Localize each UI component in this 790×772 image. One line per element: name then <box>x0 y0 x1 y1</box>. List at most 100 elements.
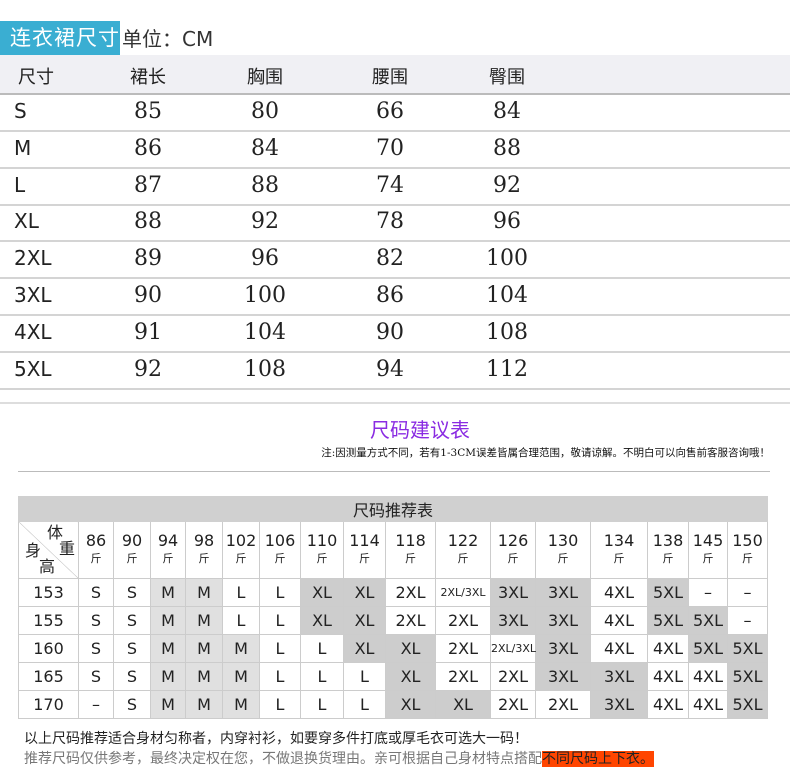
footer-highlight: 不同尺码上下衣。 <box>542 751 654 767</box>
size-label: L <box>14 172 26 197</box>
column-header: 胸围 <box>247 67 283 88</box>
size-cell: 2XL <box>490 662 536 691</box>
measurement-cell: 78 <box>376 209 404 235</box>
size-cell: L <box>259 634 301 663</box>
measurement-cell: 88 <box>251 172 279 198</box>
size-cell: 2XL <box>435 634 491 663</box>
measurement-cell: 84 <box>493 99 521 124</box>
measurement-cell: 66 <box>376 99 404 124</box>
size-cell: L <box>259 662 301 691</box>
table-row: 153 S S M M L L XL XL 2XL 2XL/3XL 3XL 3XL 4XL 5XL – – <box>18 578 768 607</box>
weight-header: 130 斤 <box>535 521 591 579</box>
weight-header: 118 斤 <box>385 521 436 579</box>
size-cell: 4XL <box>688 690 728 719</box>
measurement-cell: 100 <box>244 283 286 308</box>
size-cell: L <box>222 606 260 635</box>
corner-label: 身 <box>25 541 42 560</box>
column-header: 腰围 <box>372 67 408 88</box>
size-cell: 4XL <box>590 578 648 607</box>
size-label: S <box>14 99 27 123</box>
size-cell: 3XL <box>590 662 648 691</box>
size-cell: M <box>150 690 186 719</box>
size-cell: M <box>222 634 260 663</box>
measurement-cell: 86 <box>376 283 404 308</box>
size-cell: – <box>688 578 728 607</box>
corner-label: 体 <box>47 523 64 542</box>
size-cell: 3XL <box>535 578 591 607</box>
table-row: 165 S S M M M L L L XL 2XL 2XL 3XL 3XL 4XL 4XL 5XL <box>18 662 768 691</box>
size-cell: – <box>78 690 114 719</box>
corner-label: 重 <box>59 539 76 558</box>
weight-header: 98 斤 <box>185 521 223 579</box>
size-cell: XL <box>385 662 436 691</box>
table-row: 4XL 91 104 90 108 <box>0 316 790 353</box>
size-cell: M <box>185 606 223 635</box>
size-cell: 5XL <box>688 606 728 635</box>
size-label: XL <box>14 209 39 234</box>
size-cell: M <box>185 634 223 663</box>
size-cell: XL <box>300 578 344 607</box>
size-cell: 4XL <box>590 634 648 663</box>
size-cell: 5XL <box>647 578 689 607</box>
size-cell: M <box>150 634 186 663</box>
measurement-cell: 80 <box>251 99 279 124</box>
table-row: XL 88 92 78 96 <box>0 205 790 243</box>
weight-header: 110 斤 <box>300 521 344 579</box>
size-cell: S <box>113 634 151 663</box>
size-cell: M <box>150 662 186 691</box>
weight-header: 102 斤 <box>222 521 260 579</box>
size-cell: 5XL <box>727 690 768 719</box>
size-cell: 3XL <box>490 606 536 635</box>
footer-line-2: 推荐尺码仅供参考，最终决定权在您，不做退换货理由。亲可根据自己身材特点搭配不同尺… <box>24 748 654 768</box>
measurement-cell: 88 <box>134 209 162 235</box>
height-cell: 153 <box>18 578 79 607</box>
size-cell: M <box>150 578 186 607</box>
size-cell: M <box>185 690 223 719</box>
height-cell: 170 <box>18 690 79 719</box>
weight-header: 150 斤 <box>727 521 768 579</box>
size-cell: S <box>113 606 151 635</box>
size-cell: S <box>113 662 151 691</box>
size-cell: 5XL <box>727 662 768 691</box>
column-header: 尺寸 <box>18 67 54 88</box>
size-cell: 2XL/3XL <box>435 578 491 607</box>
measurement-cell: 90 <box>134 283 162 308</box>
size-cell: 2XL <box>435 606 491 635</box>
measurement-cell: 108 <box>244 356 286 382</box>
divider <box>18 471 770 472</box>
size-cell: L <box>259 578 301 607</box>
measurement-cell: 70 <box>376 135 404 161</box>
unit-label: 单位：CM <box>122 27 214 51</box>
size-cell: XL <box>435 690 491 719</box>
table-row: L 87 88 74 92 <box>0 169 790 206</box>
weight-header: 138 斤 <box>647 521 689 579</box>
measurement-cell: 96 <box>251 246 279 272</box>
corner-cell: 体重身高 <box>18 521 79 579</box>
weight-header: 106 斤 <box>259 521 301 579</box>
measurement-cell: 85 <box>134 99 162 124</box>
size-cell: M <box>222 662 260 691</box>
table-row: 3XL 90 100 86 104 <box>0 279 790 316</box>
size-cell: S <box>113 690 151 719</box>
weight-header: 134 斤 <box>590 521 648 579</box>
size-label: 3XL <box>14 283 52 307</box>
weight-header: 114 斤 <box>343 521 386 579</box>
size-cell: M <box>150 606 186 635</box>
size-label: 5XL <box>14 356 52 381</box>
table-row: M 86 84 70 88 <box>0 132 790 169</box>
measurement-cell: 108 <box>486 319 528 345</box>
footer-text: 推荐尺码仅供参考，最终决定权在您，不做退换货理由。亲可根据自己身材特点搭配 <box>24 751 542 767</box>
corner-label: 高 <box>39 557 56 576</box>
size-cell: L <box>300 662 344 691</box>
size-cell: XL <box>343 634 386 663</box>
measurement-cell: 104 <box>244 319 286 345</box>
size-cell: 2XL <box>385 606 436 635</box>
table-row: 2XL 89 96 82 100 <box>0 242 790 280</box>
table-row: S 85 80 66 84 <box>0 95 790 132</box>
size-cell: 5XL <box>727 634 768 663</box>
measurement-cell: 112 <box>486 356 528 382</box>
size-cell: 3XL <box>490 578 536 607</box>
size-cell: L <box>259 606 301 635</box>
size-cell: S <box>78 578 114 607</box>
size-cell: M <box>222 690 260 719</box>
